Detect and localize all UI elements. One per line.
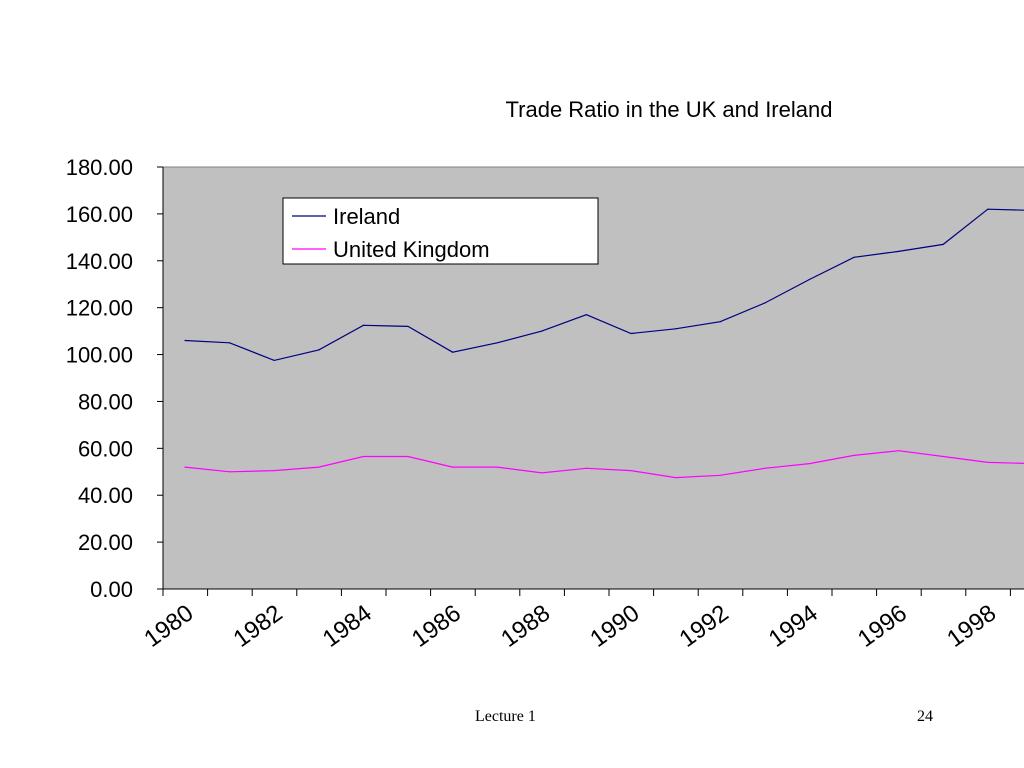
x-tick-label: 1996	[853, 600, 912, 653]
y-tick-label: 140.00	[66, 249, 133, 274]
chart-title: Trade Ratio in the UK and Ireland	[506, 97, 833, 122]
data-point	[407, 455, 409, 458]
data-point	[407, 325, 409, 328]
x-tick-label: 1984	[318, 600, 377, 653]
data-point	[898, 250, 900, 252]
data-point	[942, 455, 944, 458]
data-point	[229, 342, 231, 344]
data-point	[273, 470, 275, 472]
data-point	[362, 455, 364, 458]
footer-lecture-label: Lecture 1	[475, 708, 536, 725]
y-tick-label: 0.00	[90, 577, 133, 602]
series-line-united-kingdom	[184, 450, 1024, 479]
data-point	[808, 462, 811, 465]
y-tick-label: 120.00	[66, 296, 133, 321]
data-point	[585, 467, 588, 469]
data-point	[184, 339, 186, 342]
data-point	[942, 243, 944, 245]
x-tick-label: 1982	[229, 600, 288, 653]
data-point	[452, 466, 454, 468]
data-point	[496, 466, 498, 468]
legend-label: United Kingdom	[333, 237, 490, 262]
data-point	[630, 470, 632, 472]
data-point	[764, 302, 766, 304]
x-tick-label: 1990	[585, 600, 644, 653]
data-point	[808, 278, 811, 281]
series-line-ireland	[184, 208, 1024, 362]
x-tick-label: 1994	[764, 600, 823, 653]
data-point	[987, 208, 989, 210]
legend-box	[282, 197, 599, 265]
footer-page-number: 24	[917, 708, 933, 725]
data-point	[630, 332, 632, 335]
y-tick-label: 80.00	[78, 389, 133, 414]
x-tick-label: 1980	[139, 600, 198, 653]
y-tick-label: 100.00	[66, 343, 133, 368]
y-tick-label: 40.00	[78, 483, 133, 508]
legend-label: Ireland	[333, 204, 400, 229]
data-point	[452, 351, 454, 353]
data-point	[585, 314, 588, 316]
line-chart: Trade Ratio in the UK and Ireland 0.00 20.…	[66, 97, 1024, 653]
y-tick-label: 160.00	[66, 202, 133, 227]
data-point	[541, 472, 543, 474]
x-tick-label: 1992	[675, 600, 734, 653]
data-point	[898, 450, 900, 452]
y-tick-label: 180.00	[66, 155, 133, 180]
x-tick-label: 1998	[942, 600, 1001, 653]
data-point	[496, 342, 498, 344]
data-point	[541, 330, 543, 332]
x-tick-label: 1986	[407, 600, 466, 653]
data-point	[318, 466, 320, 468]
data-point	[719, 321, 721, 323]
data-point	[853, 454, 855, 456]
data-point	[764, 467, 766, 469]
data-point	[675, 477, 677, 479]
y-tick-label: 20.00	[78, 530, 133, 555]
data-point	[675, 328, 677, 330]
data-point	[229, 471, 231, 473]
data-point	[719, 474, 721, 476]
y-tick-label: 60.00	[78, 436, 133, 461]
data-point	[184, 466, 186, 468]
data-point	[987, 461, 989, 463]
data-point	[318, 349, 320, 351]
data-point	[273, 359, 275, 362]
data-point	[853, 256, 855, 258]
x-tick-label: 1988	[496, 600, 555, 653]
data-point	[362, 324, 364, 326]
